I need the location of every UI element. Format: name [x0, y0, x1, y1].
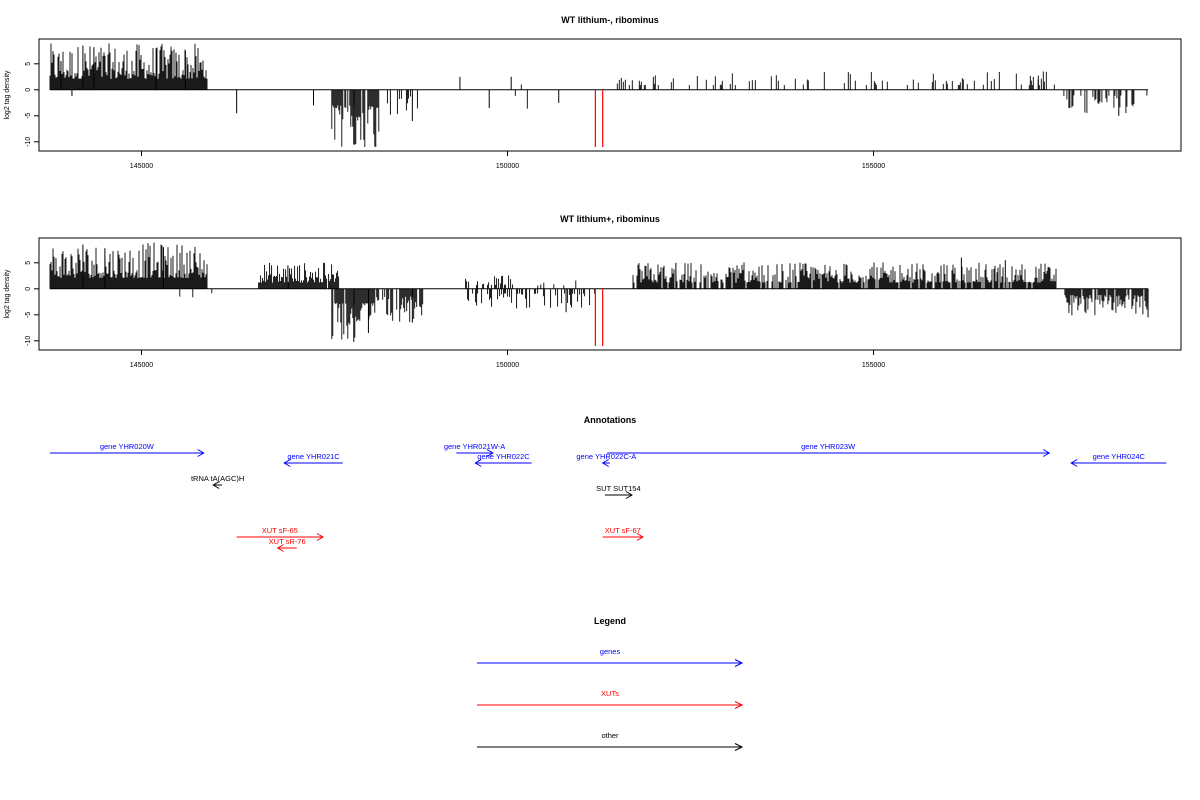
x-tick-label: 155000 [862, 362, 885, 369]
annotations-panel: Annotations gene YHR020W gene YHR021C gene… [49, 415, 1167, 552]
y-tick-label: 5 [25, 62, 32, 66]
feature-arrow-head [316, 533, 325, 541]
legend-arrow-head [734, 743, 744, 751]
annotation-feature: XUT sF-65 [236, 526, 325, 541]
y-tick-label: 5 [25, 261, 32, 265]
track-title: WT lithium+, ribominus [560, 214, 660, 224]
y-tick-label: -10 [25, 336, 32, 346]
signal-bars [49, 242, 1149, 346]
feature-label: gene YHR021C [287, 452, 340, 461]
annotation-feature: gene YHR021C [283, 452, 343, 467]
feature-label: gene YHR022C-A [576, 452, 636, 461]
legend-arrow-head [734, 701, 744, 709]
feature-arrow-head [474, 459, 482, 467]
legend-title: Legend [594, 616, 626, 626]
feature-label: tRNA tA(AGC)H [191, 474, 244, 483]
feature-arrow-head [625, 491, 633, 499]
feature-arrow-head [197, 449, 205, 457]
annotation-feature: XUT sF-67 [602, 526, 644, 541]
track-title: WT lithium-, ribominus [561, 15, 659, 25]
y-tick-label: -10 [25, 137, 32, 147]
annotation-feature: gene YHR020W [49, 442, 205, 457]
legend-entries: genes XUTs other [477, 647, 744, 751]
y-tick-label: 0 [25, 88, 32, 92]
legend-label: genes [600, 647, 621, 656]
x-tick-label: 145000 [130, 362, 153, 369]
feature-label: gene YHR024C [1093, 452, 1146, 461]
feature-label: XUT sF-67 [605, 526, 641, 535]
annotation-feature: XUT sR-76 [269, 537, 306, 552]
legend-entry: genes [477, 647, 744, 667]
y-tick-label: -5 [25, 312, 32, 318]
annotations-title: Annotations [584, 415, 637, 425]
track-lithium-minus: WT lithium-, ribominus log2 tag density … [4, 15, 1182, 170]
x-tick-label: 155000 [862, 163, 885, 170]
legend-label: XUTs [601, 689, 619, 698]
feature-arrow-head [1070, 459, 1078, 467]
axis-ticks: 145000 150000 155000 5 0 -5 -10 [25, 62, 885, 170]
y-tick-label: 0 [25, 287, 32, 291]
x-tick-label: 150000 [496, 163, 519, 170]
annotation-feature: gene YHR022C-A [576, 452, 636, 467]
plot-frame [38, 237, 1182, 351]
legend-entry: other [477, 731, 744, 751]
feature-arrow-head [636, 533, 644, 541]
feature-label: XUT sF-65 [262, 526, 298, 535]
feature-label: gene YHR020W [100, 442, 155, 451]
feature-label: XUT sR-76 [269, 537, 306, 546]
feature-arrow-head [212, 481, 220, 489]
legend-label: other [601, 731, 619, 740]
signal-bars [49, 43, 1149, 147]
annotation-feature: gene YHR024C [1070, 452, 1167, 467]
plot-frame [38, 38, 1182, 152]
x-tick-label: 145000 [130, 163, 153, 170]
feature-arrow-head [283, 459, 291, 467]
annotation-feature: gene YHR022C [474, 452, 532, 467]
feature-label: gene YHR022C [477, 452, 530, 461]
y-axis-label: log2 tag density [4, 70, 11, 120]
feature-arrow-head [276, 544, 284, 552]
axis-ticks: 145000 150000 155000 5 0 -5 -10 [25, 261, 885, 369]
annotation-feature: tRNA tA(AGC)H [191, 474, 244, 489]
feature-arrow-head [1042, 449, 1051, 457]
track-lithium-plus: WT lithium+, ribominus log2 tag density … [4, 214, 1182, 369]
feature-arrow-head [601, 459, 609, 467]
x-tick-label: 150000 [496, 362, 519, 369]
annotation-feature: gene YHR023W [607, 442, 1051, 457]
legend-entry: XUTs [477, 689, 744, 709]
feature-label: gene YHR023W [801, 442, 856, 451]
y-tick-label: -5 [25, 113, 32, 119]
feature-label: gene YHR021W-A [444, 442, 505, 451]
feature-label: SUT SUT154 [596, 484, 640, 493]
legend-panel: Legend genes XUTs other [477, 616, 744, 751]
legend-arrow-head [734, 659, 744, 667]
y-axis-label: log2 tag density [4, 269, 11, 319]
annotation-feature: SUT SUT154 [596, 484, 641, 499]
annotation-feature: gene YHR021W-A [444, 442, 505, 457]
feature-arrow-head [486, 449, 494, 457]
